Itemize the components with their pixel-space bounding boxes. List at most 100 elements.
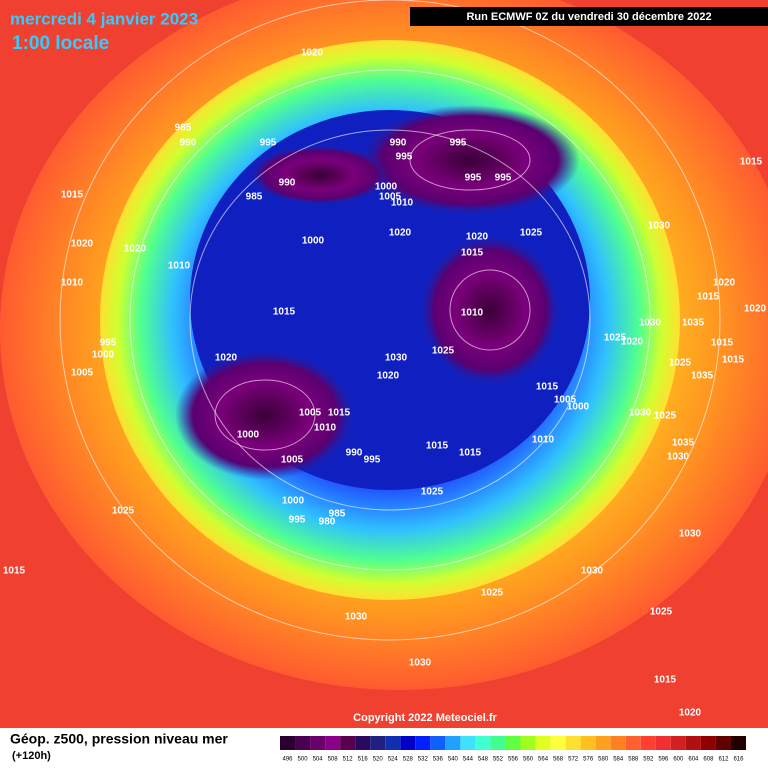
low-area	[175, 350, 355, 480]
colorbar-label: 508	[328, 757, 339, 763]
colorbar-swatch	[310, 736, 326, 750]
time-title: 1:00 locale	[12, 33, 109, 54]
colorbar-swatch	[655, 736, 671, 750]
colorbar-label: 500	[298, 757, 309, 763]
pressure-label: 1015	[722, 355, 745, 366]
pressure-label: 1015	[273, 307, 296, 318]
pressure-label: 990	[390, 138, 407, 149]
pressure-label: 1025	[421, 487, 444, 498]
colorbar-label: 536	[433, 757, 444, 763]
pressure-label: 1030	[409, 658, 432, 669]
colorbar-label: 592	[643, 757, 654, 763]
date-title: mercredi 4 janvier 2023	[10, 9, 198, 28]
colorbar-swatch	[715, 736, 731, 750]
pressure-label: 995	[289, 515, 306, 526]
colorbar-label: 552	[493, 757, 504, 763]
pressure-label: 1030	[648, 221, 671, 232]
pressure-label: 1010	[532, 435, 555, 446]
colorbar-swatch	[400, 736, 416, 750]
low-area	[420, 235, 560, 385]
pressure-label: 1020	[71, 239, 94, 250]
colorbar-swatch	[700, 736, 716, 750]
colorbar-swatch	[430, 736, 446, 750]
pressure-label: 1020	[621, 337, 644, 348]
colorbar-swatch	[670, 736, 686, 750]
pressure-label: 1030	[667, 452, 690, 463]
pressure-label: 1010	[461, 308, 484, 319]
pressure-label: 1025	[481, 588, 504, 599]
pressure-label: 1005	[71, 368, 94, 379]
colorbar-label: 540	[448, 757, 459, 763]
pressure-label: 995	[465, 173, 482, 184]
colorbar-swatch	[370, 736, 386, 750]
pressure-label: 995	[260, 138, 277, 149]
colorbar-swatch	[685, 736, 701, 750]
pressure-label: 1025	[669, 358, 692, 369]
pressure-label: 1025	[650, 607, 673, 618]
pressure-label: 1015	[461, 248, 484, 259]
pressure-label: 985	[175, 123, 192, 134]
legend-title: Géop. z500, pression niveau mer	[10, 731, 228, 747]
pressure-label: 1015	[697, 292, 720, 303]
run-box	[410, 7, 768, 26]
colorbar-swatch	[385, 736, 401, 750]
run-info: Run ECMWF 0Z du vendredi 30 décembre 202…	[466, 11, 711, 23]
pressure-label: 1015	[426, 441, 449, 452]
pressure-label: 1010	[61, 278, 84, 289]
colorbar-label: 600	[673, 757, 684, 763]
pressure-label: 990	[346, 448, 363, 459]
colorbar-label: 564	[538, 757, 549, 763]
colorbar-swatch	[730, 736, 746, 750]
colorbar-label: 604	[688, 757, 699, 763]
colorbar-label: 516	[358, 757, 369, 763]
colorbar-label: 584	[613, 757, 624, 763]
pressure-label: 980	[319, 517, 336, 528]
pressure-label: 1000	[375, 182, 398, 193]
colorbar-label: 528	[403, 757, 414, 763]
colorbar-label: 616	[733, 757, 744, 763]
pressure-label: 1035	[682, 318, 705, 329]
colorbar-label: 608	[703, 757, 714, 763]
colorbar-swatch	[280, 736, 296, 750]
pressure-label: 985	[329, 509, 346, 520]
colorbar-swatch	[640, 736, 656, 750]
copyright: Copyright 2022 Meteociel.fr	[353, 712, 497, 724]
low-area	[250, 145, 390, 205]
colorbar-label: 556	[508, 757, 519, 763]
colorbar-label: 512	[343, 757, 354, 763]
pressure-label: 1010	[391, 198, 414, 209]
colorbar-swatch	[580, 736, 596, 750]
pressure-label: 1015	[536, 382, 559, 393]
pressure-label: 1030	[385, 353, 408, 364]
pressure-label: 1000	[282, 496, 305, 507]
pressure-label: 1020	[389, 228, 412, 239]
colorbar-label: 580	[598, 757, 609, 763]
pressure-label: 995	[396, 152, 413, 163]
colorbar-swatch	[475, 736, 491, 750]
pressure-label: 995	[450, 138, 467, 149]
pressure-label: 995	[495, 173, 512, 184]
pressure-label: 1025	[112, 506, 135, 517]
pressure-label: 1000	[302, 236, 325, 247]
pressure-label: 1030	[581, 566, 604, 577]
colorbar-label: 520	[373, 757, 384, 763]
colorbar-label: 596	[658, 757, 669, 763]
colorbar-label: 612	[718, 757, 729, 763]
colorbar-swatch	[505, 736, 521, 750]
pressure-label: 1025	[520, 228, 543, 239]
colorbar-swatch	[355, 736, 371, 750]
pressure-label: 1035	[672, 438, 695, 449]
colorbar-label: 576	[583, 757, 594, 763]
low-area	[360, 105, 580, 215]
colorbar-swatch	[550, 736, 566, 750]
pressure-label: 1035	[691, 371, 714, 382]
pressure-label: 1025	[432, 346, 455, 357]
colorbar-swatch	[490, 736, 506, 750]
pressure-label: 1000	[567, 402, 590, 413]
isobars	[59, 0, 721, 641]
pressure-label: 1005	[379, 192, 402, 203]
pressure-label: 995	[100, 338, 117, 349]
